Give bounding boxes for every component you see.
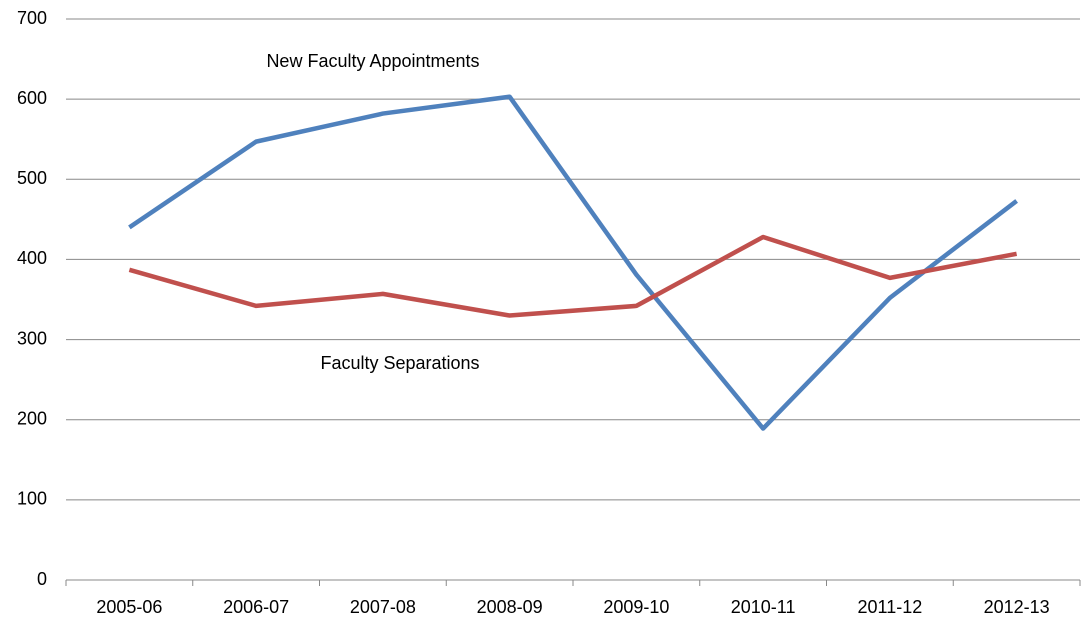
y-tick-label: 100 — [17, 489, 47, 509]
series-line — [128, 94, 1018, 431]
y-tick-label: 0 — [37, 569, 47, 589]
x-tick-label: 2009-10 — [603, 597, 669, 617]
y-tick-label: 300 — [17, 328, 47, 348]
y-tick-label: 400 — [17, 248, 47, 268]
x-tick-label: 2005-06 — [96, 597, 162, 617]
series-label: New Faculty Appointments — [266, 51, 479, 71]
x-tick-label: 2010-11 — [731, 597, 796, 617]
y-tick-label: 700 — [17, 8, 47, 28]
y-tick-label: 200 — [17, 408, 47, 428]
x-tick-label: 2011-12 — [858, 597, 923, 617]
y-tick-label: 600 — [17, 88, 47, 108]
x-tick-label: 2007-08 — [350, 597, 416, 617]
x-tick-label: 2008-09 — [477, 597, 543, 617]
x-tick-label: 2006-07 — [223, 597, 289, 617]
x-tick-label: 2012-13 — [984, 597, 1050, 617]
series-line — [128, 234, 1018, 318]
series-label: Faculty Separations — [320, 353, 479, 373]
y-tick-label: 500 — [17, 168, 47, 188]
